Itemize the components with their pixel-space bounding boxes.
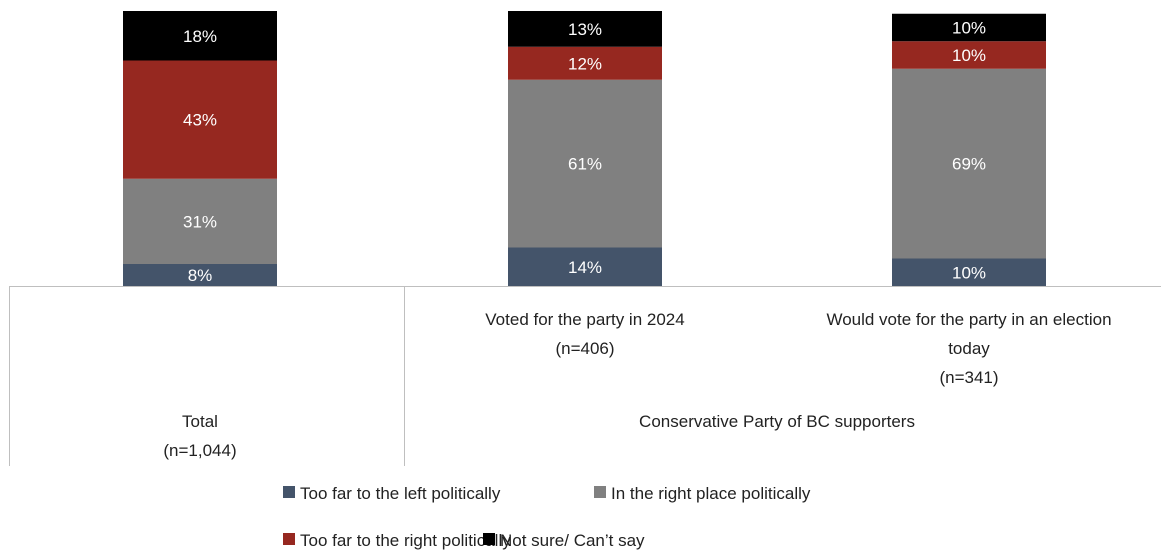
data-label-right-place-0: 31% — [183, 212, 217, 231]
data-label-not-sure-0: 18% — [183, 27, 217, 46]
bar-segment-right-place-2 — [892, 68, 1046, 259]
category-label-0-line-1: (n=1,044) — [163, 441, 236, 460]
category-label-2-line-1: today — [948, 339, 990, 358]
data-label-left-2: 10% — [952, 263, 986, 282]
data-label-too-right-2: 10% — [952, 46, 986, 65]
legend-swatch-not-sure — [483, 533, 495, 545]
bar-segment-left-1 — [508, 247, 662, 286]
bar-segment-left-0 — [123, 264, 277, 286]
legend-swatch-too-right — [283, 533, 295, 545]
category-label-2-line-0: Would vote for the party in an election — [826, 310, 1111, 329]
bar-segment-right-place-1 — [508, 79, 662, 248]
legend-label-too-right: Too far to the right politically — [300, 531, 511, 550]
group-label-0: Conservative Party of BC supporters — [639, 412, 915, 431]
legend: Too far to the left politically In the ri… — [283, 484, 811, 550]
bar-segment-not-sure-1 — [508, 11, 662, 47]
data-label-too-right-1: 12% — [568, 54, 602, 73]
category-label-2-line-2: (n=341) — [939, 368, 998, 387]
bar-segment-left-2 — [892, 258, 1046, 286]
bar-segment-not-sure-0 — [123, 11, 277, 61]
bars-layer: 8% 31% 43% 18% 14% 61% 12% 13% 10% 69% 10% 10% — [123, 11, 1046, 286]
data-label-left-1: 14% — [568, 258, 602, 277]
bar-segment-too-right-0 — [123, 60, 277, 179]
legend-swatch-right-place — [594, 486, 606, 498]
data-label-too-right-0: 43% — [183, 111, 217, 130]
data-label-not-sure-1: 13% — [568, 20, 602, 39]
category-label-1-line-0: Voted for the party in 2024 — [485, 310, 684, 329]
category-axis-table: Total (n=1,044) Voted for the party in 202… — [9, 286, 1161, 466]
data-label-right-place-2: 69% — [952, 155, 986, 174]
legend-swatch-left — [283, 486, 295, 498]
category-label-1-line-1: (n=406) — [555, 339, 614, 358]
bar-segment-right-place-0 — [123, 178, 277, 264]
legend-label-not-sure: Not sure/ Can’t say — [500, 531, 645, 550]
legend-label-left: Too far to the left politically — [300, 484, 501, 503]
data-label-left-0: 8% — [188, 266, 213, 285]
bar-segment-too-right-2 — [892, 41, 1046, 69]
bar-segment-too-right-1 — [508, 46, 662, 80]
data-label-right-place-1: 61% — [568, 155, 602, 174]
category-label-0-line-0: Total — [182, 412, 218, 431]
data-label-not-sure-2: 10% — [952, 19, 986, 38]
legend-label-right-place: In the right place politically — [611, 484, 811, 503]
bar-segment-not-sure-2 — [892, 13, 1046, 42]
